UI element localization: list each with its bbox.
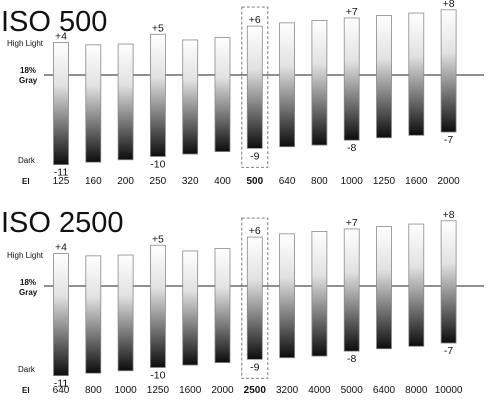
ei-tick-label: 2000 <box>211 385 234 396</box>
highlight-stop-label: +8 <box>443 0 455 10</box>
exposure-bar-2000 <box>440 9 457 133</box>
shadow-stop-label: -8 <box>347 142 356 154</box>
exposure-bar-200 <box>117 43 134 161</box>
dark-label: Dark <box>18 365 36 374</box>
panel-iso-500: ISO 500 High Light 18% Gray Dark EI 125 1… <box>1 0 484 187</box>
shadow-stop-label: -9 <box>250 361 259 373</box>
ei-tick-label: 4000 <box>308 385 331 396</box>
ei-tick-label: 2500 <box>244 385 267 396</box>
exposure-bar-3200 <box>279 233 296 359</box>
highlight-stop-label: +6 <box>249 14 261 26</box>
ei-tick-label: 10000 <box>435 385 463 396</box>
gray-label-line1: 18% <box>20 278 36 287</box>
ei-tick-label: 320 <box>182 176 199 187</box>
ei-tick-label: 2000 <box>437 176 460 187</box>
ei-tick-label: 800 <box>311 176 328 187</box>
exposure-bar-1000 <box>117 254 134 372</box>
ei-tick-label: 200 <box>117 176 134 187</box>
shadow-stop-label: -11 <box>54 378 69 390</box>
highlight-stop-label: +7 <box>346 6 358 18</box>
exposure-bar-1250 <box>149 244 166 368</box>
highlight-stop-label: +5 <box>152 22 164 34</box>
exposure-bar-500 <box>246 25 263 149</box>
ei-tick-label: 1600 <box>405 176 428 187</box>
exposure-bar-8000 <box>408 223 425 347</box>
exposure-bar-2000 <box>214 248 231 364</box>
exposure-bar-250 <box>149 33 166 157</box>
shadow-stop-label: -7 <box>444 345 453 357</box>
ei-tick-label: 125 <box>53 176 70 187</box>
exposure-bar-5000 <box>343 228 360 352</box>
ei-axis-label: EI <box>22 177 30 186</box>
highlight-stop-label: +4 <box>55 30 67 42</box>
selected-ei-box <box>241 6 269 168</box>
exposure-bar-160 <box>85 44 102 163</box>
exposure-bar-800 <box>85 255 102 374</box>
exposure-bar-640 <box>53 252 69 377</box>
ei-tick-label: 160 <box>85 176 102 187</box>
shadow-stop-label: -10 <box>150 370 165 382</box>
ei-tick-label: 1600 <box>179 385 202 396</box>
highlight-stop-label: +6 <box>249 225 261 237</box>
ei-tick-label: 1250 <box>147 385 170 396</box>
gray-label-line1: 18% <box>20 66 36 75</box>
high-light-label: High Light <box>7 39 44 48</box>
highlight-stop-label: +8 <box>443 209 455 221</box>
ei-tick-label: 3200 <box>276 385 299 396</box>
selected-ei-box <box>241 217 269 379</box>
exposure-bar-800 <box>311 19 328 146</box>
bar-series: 125 160 200 250 320 400 500 640 800 1000 1250 1600 2… <box>53 0 461 187</box>
exposure-bar-6400 <box>376 226 392 350</box>
ei-tick-label: 1000 <box>341 176 364 187</box>
exposure-bar-400 <box>214 37 231 153</box>
ei-tick-label: 5000 <box>341 385 364 396</box>
highlight-stop-label: +4 <box>55 241 67 253</box>
ei-tick-label: 250 <box>150 176 167 187</box>
ei-tick-label: 6400 <box>373 385 396 396</box>
panel-iso-2500: ISO 2500 High Light 18% Gray Dark EI 640… <box>1 207 484 396</box>
panel-title: ISO 500 <box>1 6 107 38</box>
exposure-bar-1600 <box>408 12 425 136</box>
exposure-bar-1250 <box>376 15 392 139</box>
gray-label-line2: Gray <box>19 288 38 297</box>
dark-label: Dark <box>18 156 36 165</box>
exposure-bar-125 <box>53 42 69 166</box>
shadow-stop-label: -9 <box>250 150 259 162</box>
exposure-bar-640 <box>279 22 296 148</box>
exposure-bar-320 <box>182 39 199 155</box>
ei-tick-label: 8000 <box>405 385 428 396</box>
ei-tick-label: 400 <box>214 176 231 187</box>
highlight-stop-label: +7 <box>346 217 358 229</box>
shadow-stop-label: -7 <box>444 134 453 146</box>
ei-tick-label: 800 <box>85 385 102 396</box>
exposure-bar-1000 <box>343 17 360 141</box>
bar-series: 640 800 1000 1250 1600 2000 2500 3200 4000 5000 64… <box>53 209 463 396</box>
shadow-stop-label: -11 <box>54 167 69 179</box>
highlight-stop-label: +5 <box>152 233 164 245</box>
exposure-bar-4000 <box>311 230 328 357</box>
ei-tick-label: 1000 <box>114 385 137 396</box>
high-light-label: High Light <box>7 251 44 260</box>
ei-axis-label: EI <box>22 386 30 395</box>
exposure-bar-10000 <box>440 220 457 344</box>
shadow-stop-label: -8 <box>347 353 356 365</box>
shadow-stop-label: -10 <box>150 159 165 171</box>
exposure-bar-1600 <box>182 250 199 366</box>
exposure-bar-2500 <box>246 236 263 360</box>
panel-title: ISO 2500 <box>1 207 124 239</box>
ei-tick-label: 640 <box>53 385 70 396</box>
ei-tick-label: 1250 <box>373 176 396 187</box>
ei-tick-label: 640 <box>279 176 296 187</box>
gray-label-line2: Gray <box>19 76 38 85</box>
ei-tick-label: 500 <box>246 176 263 187</box>
